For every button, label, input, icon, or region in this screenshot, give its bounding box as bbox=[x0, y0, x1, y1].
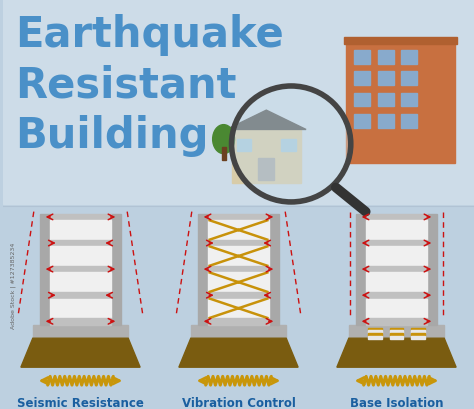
Polygon shape bbox=[337, 338, 456, 367]
Bar bbox=[50, 214, 111, 221]
Bar bbox=[390, 337, 403, 339]
Text: Adobe Stock | #127385234: Adobe Stock | #127385234 bbox=[10, 242, 16, 328]
Bar bbox=[354, 115, 370, 128]
Bar bbox=[231, 130, 301, 183]
Bar bbox=[354, 72, 370, 86]
Bar bbox=[401, 115, 418, 128]
Bar bbox=[354, 51, 370, 65]
Bar bbox=[365, 292, 427, 299]
Text: Seismic Resistance: Seismic Resistance bbox=[17, 396, 144, 409]
Circle shape bbox=[234, 89, 349, 200]
Bar bbox=[208, 318, 269, 325]
Bar bbox=[111, 214, 121, 325]
Text: Building: Building bbox=[15, 115, 209, 157]
Bar bbox=[390, 334, 403, 337]
Bar bbox=[50, 240, 111, 247]
Polygon shape bbox=[227, 111, 306, 130]
Polygon shape bbox=[179, 338, 298, 367]
Bar bbox=[411, 328, 425, 330]
Bar bbox=[198, 214, 208, 325]
Bar bbox=[411, 330, 425, 334]
Bar bbox=[378, 72, 393, 86]
Bar bbox=[50, 247, 111, 266]
Bar bbox=[191, 325, 286, 342]
Bar bbox=[365, 318, 427, 325]
Bar bbox=[365, 247, 427, 266]
Bar bbox=[50, 266, 111, 273]
Bar bbox=[365, 240, 427, 247]
Bar bbox=[3, 0, 474, 204]
Bar bbox=[222, 148, 226, 161]
Bar bbox=[365, 266, 427, 273]
Bar bbox=[356, 214, 365, 325]
Bar bbox=[368, 337, 382, 339]
Bar bbox=[368, 334, 382, 337]
Bar bbox=[50, 221, 111, 240]
Text: Resistant: Resistant bbox=[15, 65, 237, 106]
Text: Base Isolation: Base Isolation bbox=[350, 396, 443, 409]
Bar bbox=[237, 140, 251, 151]
Bar bbox=[411, 337, 425, 339]
Bar bbox=[365, 273, 427, 292]
Bar bbox=[390, 328, 403, 330]
Bar bbox=[33, 325, 128, 342]
Bar bbox=[208, 273, 269, 292]
Bar bbox=[208, 299, 269, 318]
Bar bbox=[208, 214, 269, 221]
Bar bbox=[427, 214, 437, 325]
Bar bbox=[50, 318, 111, 325]
Bar bbox=[269, 214, 279, 325]
Bar bbox=[411, 334, 425, 337]
Text: Earthquake: Earthquake bbox=[15, 14, 283, 56]
Bar bbox=[281, 140, 296, 151]
Bar bbox=[258, 159, 274, 180]
Bar bbox=[365, 221, 427, 240]
Bar bbox=[344, 38, 457, 45]
Bar bbox=[40, 214, 50, 325]
Bar bbox=[368, 328, 382, 330]
Bar bbox=[208, 266, 269, 273]
Bar bbox=[50, 299, 111, 318]
Bar bbox=[378, 51, 393, 65]
Bar bbox=[365, 299, 427, 318]
Bar bbox=[401, 72, 418, 86]
Bar bbox=[401, 51, 418, 65]
Bar bbox=[208, 221, 269, 240]
Bar bbox=[346, 43, 455, 164]
Ellipse shape bbox=[213, 125, 235, 154]
Bar bbox=[401, 94, 418, 107]
Bar bbox=[50, 273, 111, 292]
Bar bbox=[378, 115, 393, 128]
Polygon shape bbox=[21, 338, 140, 367]
Bar bbox=[365, 214, 427, 221]
Bar bbox=[390, 330, 403, 334]
Bar bbox=[349, 325, 444, 342]
Bar bbox=[208, 292, 269, 299]
Bar bbox=[368, 330, 382, 334]
Bar bbox=[208, 247, 269, 266]
Bar bbox=[378, 94, 393, 107]
Text: Vibration Control: Vibration Control bbox=[182, 396, 295, 409]
Bar bbox=[354, 94, 370, 107]
Bar bbox=[208, 240, 269, 247]
Bar bbox=[50, 292, 111, 299]
